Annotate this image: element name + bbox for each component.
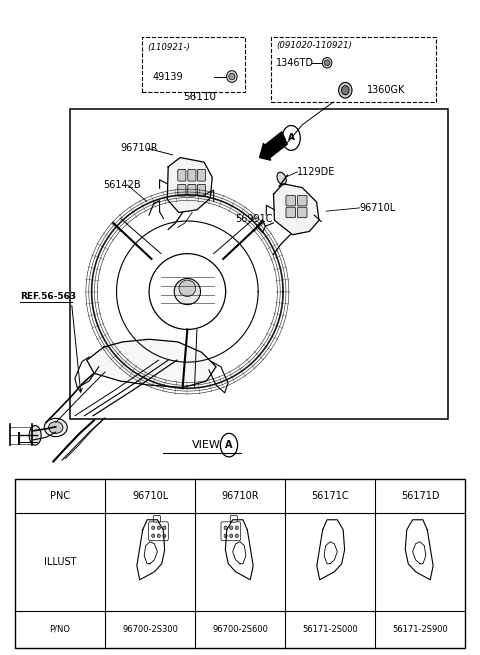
Ellipse shape [227, 71, 237, 83]
Polygon shape [87, 339, 216, 388]
Text: VIEW: VIEW [192, 440, 221, 450]
FancyBboxPatch shape [188, 184, 196, 196]
Ellipse shape [157, 534, 160, 538]
FancyBboxPatch shape [197, 170, 205, 181]
Bar [15, 479, 465, 648]
Text: 96710R: 96710R [221, 491, 259, 501]
Ellipse shape [224, 534, 227, 538]
FancyBboxPatch shape [298, 207, 307, 217]
Ellipse shape [338, 83, 352, 98]
FancyBboxPatch shape [178, 170, 186, 181]
Ellipse shape [341, 86, 349, 95]
Text: (110921-): (110921-) [148, 43, 191, 52]
FancyBboxPatch shape [178, 184, 186, 196]
Text: PNC: PNC [50, 491, 70, 501]
Text: 1129DE: 1129DE [298, 167, 336, 177]
Text: P/NO: P/NO [49, 625, 71, 634]
Text: 56142B: 56142B [104, 180, 141, 190]
Ellipse shape [163, 534, 166, 538]
Ellipse shape [229, 534, 233, 538]
Ellipse shape [277, 172, 286, 185]
Ellipse shape [179, 280, 196, 297]
Bar [271, 37, 436, 102]
Text: A: A [225, 440, 233, 450]
Polygon shape [274, 183, 319, 234]
Text: 96710L: 96710L [132, 491, 168, 501]
Bar [142, 37, 245, 92]
Ellipse shape [229, 526, 233, 529]
FancyBboxPatch shape [286, 207, 296, 217]
Text: 1346TD: 1346TD [276, 58, 314, 67]
Ellipse shape [48, 422, 63, 434]
FancyBboxPatch shape [197, 184, 205, 196]
Ellipse shape [235, 534, 239, 538]
Text: (091020-110921): (091020-110921) [276, 41, 352, 50]
Text: REF.56-563: REF.56-563 [20, 291, 76, 301]
Text: 96710R: 96710R [120, 143, 158, 153]
Ellipse shape [152, 534, 155, 538]
FancyBboxPatch shape [286, 195, 296, 206]
Text: A: A [288, 134, 295, 142]
Bar [70, 109, 448, 419]
FancyBboxPatch shape [154, 515, 160, 522]
Text: 56110: 56110 [183, 92, 216, 102]
Text: 96700-2S300: 96700-2S300 [122, 625, 178, 634]
Text: 1360GK: 1360GK [367, 85, 405, 95]
Ellipse shape [163, 526, 166, 529]
Text: 56171-2S900: 56171-2S900 [392, 625, 448, 634]
Polygon shape [167, 158, 212, 212]
Text: 96700-2S600: 96700-2S600 [212, 625, 268, 634]
Ellipse shape [324, 60, 330, 66]
Ellipse shape [174, 278, 201, 305]
Text: ILLUST: ILLUST [44, 557, 76, 567]
Ellipse shape [323, 58, 332, 68]
FancyBboxPatch shape [298, 195, 307, 206]
Text: 56171C: 56171C [311, 491, 349, 501]
Text: 96710L: 96710L [360, 203, 396, 213]
Ellipse shape [44, 419, 67, 437]
Text: 56991C: 56991C [235, 214, 273, 224]
FancyBboxPatch shape [230, 515, 237, 522]
Ellipse shape [235, 526, 239, 529]
FancyArrow shape [260, 132, 287, 160]
Ellipse shape [229, 73, 235, 80]
Ellipse shape [29, 426, 41, 445]
FancyBboxPatch shape [188, 170, 196, 181]
Ellipse shape [157, 526, 160, 529]
Ellipse shape [152, 526, 155, 529]
Text: 56171-2S000: 56171-2S000 [302, 625, 358, 634]
Ellipse shape [224, 526, 227, 529]
Text: 56171D: 56171D [401, 491, 439, 501]
Text: 49139: 49139 [153, 71, 183, 81]
